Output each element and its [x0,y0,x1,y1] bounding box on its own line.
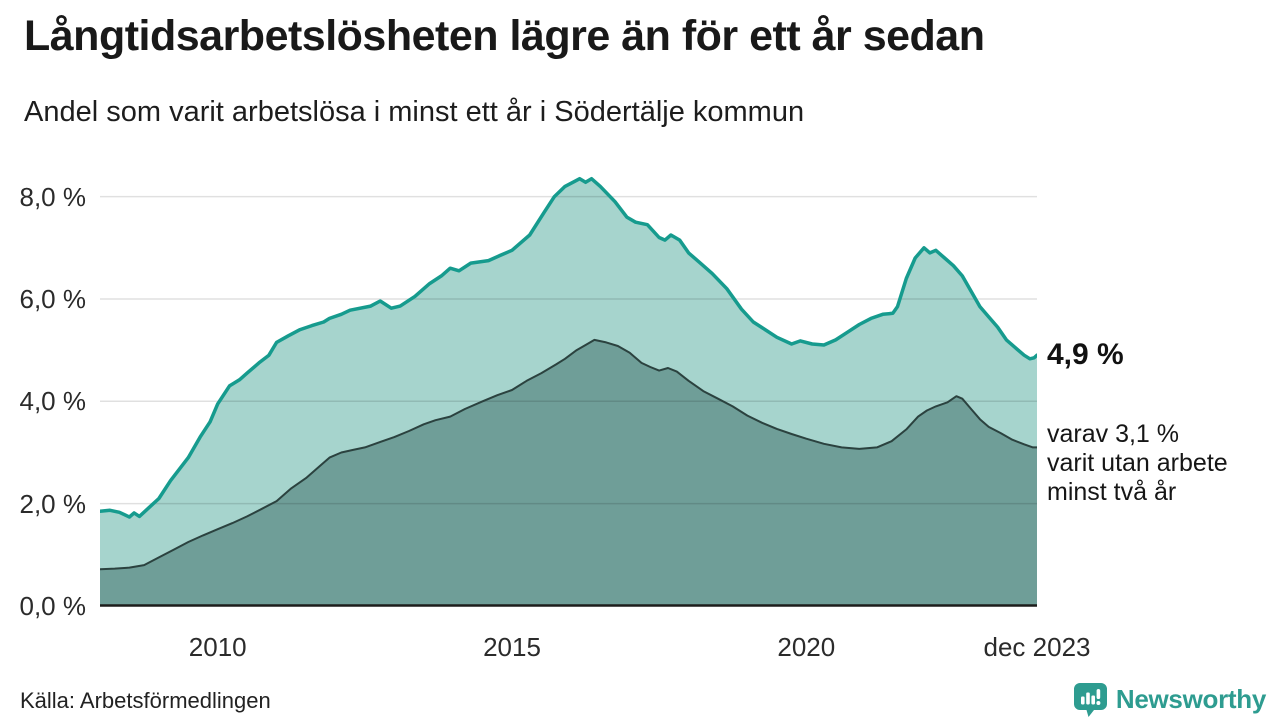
newsworthy-pin-icon [1073,682,1108,717]
series-2-line [99,338,1038,571]
x-tick-label: 2015 [483,632,541,662]
brand-logo: Newsworthy [1073,682,1266,717]
brand-name: Newsworthy [1115,684,1266,714]
series-1-line [98,176,1039,519]
x-tick-label: 2010 [188,632,247,662]
page-title: Långtidsarbetslösheten lägre än för ett … [24,12,985,60]
x-tick-label: 2020 [777,632,836,662]
y-tick-label: 6,0 % [19,283,87,314]
y-tick-label: 0,0 % [19,591,87,621]
series1-end-value: 4,9 % [1047,338,1124,371]
y-tick-label: 2,0 % [19,488,87,519]
source-line: Källa: Arbetsförmedlingen [20,688,271,713]
y-tick-label: 4,0 % [19,386,87,417]
y-tick-label: 8,0 % [19,181,87,212]
page-subtitle: Andel som varit arbetslösa i minst ett å… [24,96,805,128]
x-tick-label: dec 2023 [983,632,1091,662]
series2-note: varav 3,1 % varit utan arbete minst två … [1047,420,1228,506]
plot-area [98,171,1039,607]
series-2-area [100,339,1037,606]
area-chart [98,176,1039,607]
